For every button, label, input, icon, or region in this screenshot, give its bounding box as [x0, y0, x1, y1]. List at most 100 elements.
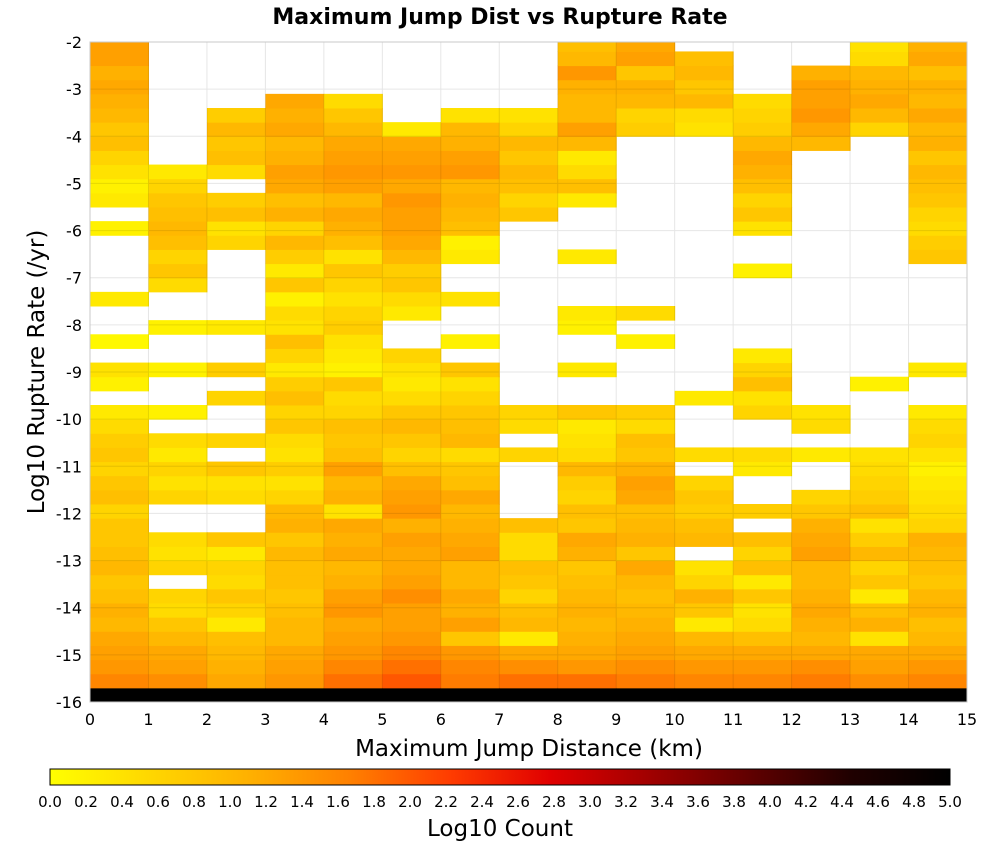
- heatmap-cell: [148, 532, 208, 547]
- heatmap-cell: [850, 560, 910, 576]
- heatmap-cell: [90, 51, 149, 67]
- heatmap-cell: [733, 673, 793, 689]
- heatmap-cell: [733, 150, 793, 166]
- heatmap-cell: [90, 42, 149, 52]
- heatmap-cell: [148, 645, 208, 661]
- heatmap-cell: [850, 51, 910, 67]
- heatmap-cell: [90, 136, 149, 151]
- heatmap-cell: [616, 659, 676, 675]
- heatmap-cell: [440, 334, 500, 349]
- heatmap-cell: [557, 560, 617, 576]
- heatmap-cell: [206, 320, 266, 335]
- x-tick-label: 5: [377, 710, 387, 729]
- chart-title: Maximum Jump Dist vs Rupture Rate: [272, 5, 727, 30]
- heatmap-cell: [850, 617, 910, 632]
- heatmap-cell: [499, 136, 559, 151]
- y-tick-label: -8: [66, 316, 82, 335]
- heatmap-cell: [616, 65, 676, 81]
- heatmap-cell: [674, 79, 734, 95]
- heatmap-cell: [557, 603, 617, 618]
- heatmap-cell: [440, 546, 500, 562]
- x-tick-label: 7: [494, 710, 504, 729]
- heatmap-cell: [90, 405, 149, 420]
- heatmap-cell: [323, 659, 383, 675]
- heatmap-cell: [382, 673, 442, 689]
- heatmap-cells: [90, 42, 968, 703]
- x-tick-label: 10: [664, 710, 684, 729]
- heatmap-cell: [265, 164, 325, 180]
- heatmap-cell: [908, 178, 968, 194]
- colorbar-tick-label: 0.6: [146, 793, 170, 811]
- heatmap-cell: [908, 659, 968, 675]
- heatmap-cell: [733, 136, 793, 151]
- heatmap-cell: [791, 546, 851, 562]
- heatmap-cell: [440, 603, 500, 618]
- colorbar-tick-label: 2.0: [398, 793, 422, 811]
- heatmap-cell: [733, 546, 793, 562]
- heatmap-cell: [323, 603, 383, 618]
- heatmap-cell: [440, 588, 500, 604]
- heatmap-cell: [382, 390, 442, 406]
- heatmap-cell: [148, 249, 208, 265]
- heatmap-cell: [206, 659, 266, 675]
- heatmap-cell: [674, 93, 734, 109]
- heatmap-cell: [90, 617, 149, 632]
- heatmap-cell: [323, 532, 383, 547]
- heatmap-cell: [557, 122, 617, 137]
- heatmap-cell: [908, 617, 968, 632]
- heatmap-cell: [206, 461, 266, 477]
- heatmap-cell: [323, 334, 383, 349]
- heatmap-cell: [850, 687, 910, 703]
- heatmap-cell: [616, 617, 676, 632]
- heatmap-cell: [616, 306, 676, 321]
- heatmap-cell: [557, 306, 617, 321]
- heatmap-cell: [791, 645, 851, 661]
- heatmap-cell: [674, 659, 734, 675]
- heatmap-cell: [791, 136, 851, 151]
- heatmap-cell: [90, 178, 149, 194]
- heatmap-cell: [323, 348, 383, 364]
- heatmap-cell: [265, 249, 325, 265]
- heatmap-cell: [382, 419, 442, 434]
- heatmap-cell: [850, 447, 910, 463]
- heatmap-cell: [674, 617, 734, 632]
- heatmap-cell: [791, 93, 851, 109]
- heatmap-cell: [499, 447, 559, 463]
- heatmap-cell: [265, 235, 325, 250]
- heatmap-cell: [557, 150, 617, 166]
- heatmap-cell: [206, 532, 266, 547]
- heatmap-cell: [733, 461, 793, 477]
- heatmap-cell: [616, 93, 676, 109]
- heatmap-cell: [616, 419, 676, 434]
- heatmap-cell: [908, 645, 968, 661]
- heatmap-cell: [265, 108, 325, 123]
- heatmap-cell: [382, 532, 442, 547]
- heatmap-cell: [674, 631, 734, 646]
- colorbar-tick-label: 3.6: [686, 793, 710, 811]
- heatmap-cell: [674, 645, 734, 661]
- heatmap-cell: [323, 574, 383, 590]
- heatmap-cell: [382, 433, 442, 448]
- heatmap-cell: [90, 588, 149, 604]
- heatmap-cell: [206, 136, 266, 151]
- heatmap-cell: [382, 504, 442, 519]
- heatmap-cell: [499, 108, 559, 123]
- heatmap-cell: [265, 433, 325, 448]
- heatmap-cell: [908, 235, 968, 250]
- heatmap-cell: [206, 362, 266, 378]
- heatmap-cell: [323, 93, 383, 109]
- heatmap-cell: [616, 687, 676, 703]
- heatmap-cell: [616, 489, 676, 505]
- heatmap-cell: [499, 687, 559, 703]
- y-tick-label: -3: [66, 80, 82, 99]
- heatmap-cell: [382, 277, 442, 293]
- heatmap-cell: [733, 687, 793, 703]
- heatmap-cell: [557, 461, 617, 477]
- x-tick-label: 3: [260, 710, 270, 729]
- heatmap-cell: [674, 687, 734, 703]
- heatmap-cell: [791, 419, 851, 434]
- heatmap-cell: [616, 79, 676, 95]
- heatmap-cell: [499, 673, 559, 689]
- heatmap-cell: [557, 164, 617, 180]
- heatmap-cell: [733, 108, 793, 123]
